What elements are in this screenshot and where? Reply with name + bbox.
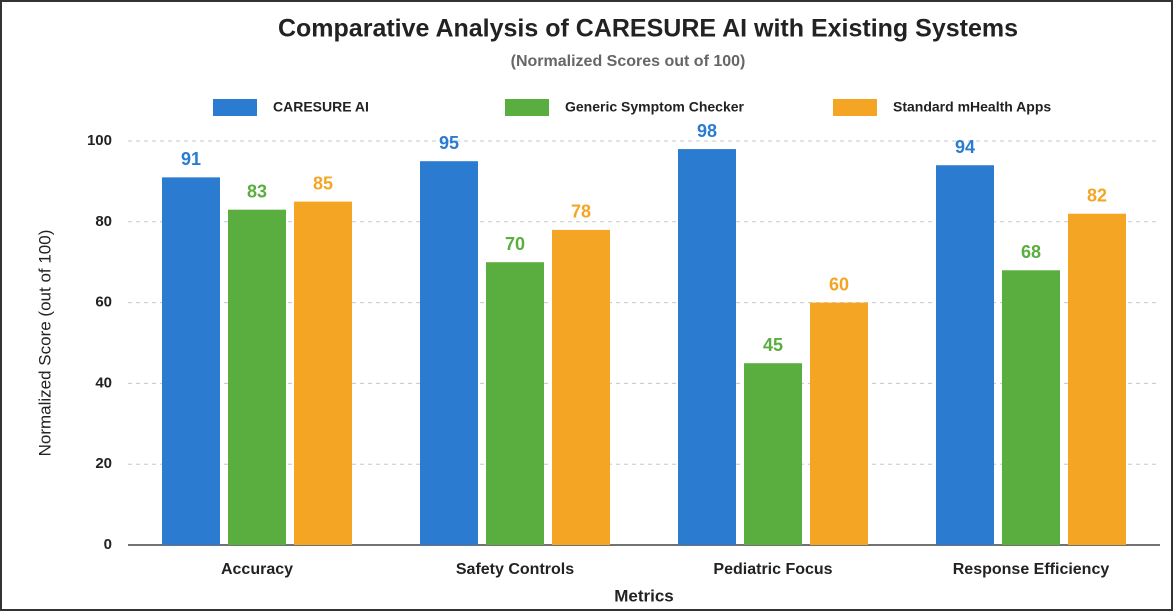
bar (420, 161, 478, 545)
x-tick-label: Accuracy (221, 561, 293, 578)
bar (228, 209, 286, 545)
bar (552, 229, 610, 545)
y-tick-label: 60 (95, 294, 112, 311)
y-tick-label: 0 (104, 536, 112, 553)
data-label: 98 (697, 121, 717, 141)
data-label: 95 (439, 133, 459, 153)
x-tick-label: Response Efficiency (953, 561, 1110, 578)
legend-label: CARESURE AI (273, 99, 369, 115)
bar (936, 165, 994, 546)
chart-title: Comparative Analysis of CARESURE AI with… (278, 15, 1018, 43)
legend-swatch (505, 99, 549, 116)
y-tick-label: 40 (95, 374, 112, 391)
x-tick-label: Safety Controls (456, 561, 574, 578)
bar (162, 177, 220, 546)
data-label: 94 (955, 137, 975, 157)
bar (810, 302, 868, 545)
y-tick-label: 100 (87, 132, 112, 149)
data-label: 60 (829, 274, 849, 294)
legend-swatch (213, 99, 257, 116)
bar (744, 363, 802, 545)
data-label: 85 (313, 173, 333, 193)
bar (294, 201, 352, 545)
y-axis-label: Normalized Score (out of 100) (35, 230, 54, 457)
bar (1002, 270, 1060, 545)
bar (486, 262, 544, 545)
data-label: 83 (247, 181, 267, 201)
legend-label: Generic Symptom Checker (565, 99, 745, 115)
data-label: 78 (571, 202, 591, 222)
bar (1068, 213, 1126, 545)
y-tick-label: 20 (95, 455, 112, 472)
legend-swatch (833, 99, 877, 116)
x-tick-label: Pediatric Focus (713, 561, 832, 578)
data-label: 82 (1087, 185, 1107, 205)
data-label: 70 (505, 234, 525, 254)
data-label: 91 (181, 149, 201, 169)
y-tick-label: 80 (95, 213, 112, 230)
legend-label: Standard mHealth Apps (893, 99, 1051, 115)
x-axis-label: Metrics (614, 586, 674, 605)
bar (678, 149, 736, 545)
chart-subtitle: (Normalized Scores out of 100) (511, 53, 746, 70)
data-label: 68 (1021, 242, 1041, 262)
data-label: 45 (763, 335, 783, 355)
